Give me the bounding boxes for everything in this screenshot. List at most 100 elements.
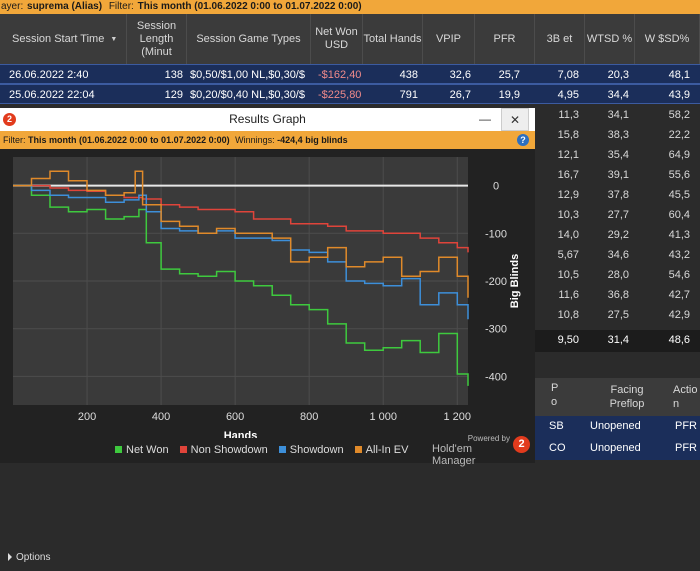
- legend-swatch: [179, 446, 187, 453]
- y-tick-label: -100: [485, 228, 507, 240]
- table-row[interactable]: 15,8 38,3 22,2: [535, 124, 700, 146]
- table-row[interactable]: 5,67 34,6 43,2: [535, 244, 700, 266]
- table-row[interactable]: 11,6 36,8 42,7: [535, 284, 700, 306]
- legend-item-all-in-ev[interactable]: All-In EV: [354, 444, 408, 456]
- legend-item-non-showdown[interactable]: Non Showdown: [179, 444, 268, 456]
- cell-3bet: 4,95: [557, 89, 579, 101]
- table-row[interactable]: 12,9 37,8 45,5: [535, 184, 700, 206]
- col-label: PFR: [493, 32, 516, 45]
- legend-item-showdown[interactable]: Showdown: [278, 444, 344, 456]
- close-button[interactable]: ✕: [501, 108, 529, 131]
- minimize-button[interactable]: —: [479, 112, 491, 126]
- cell-game: $0,20/$0,40 NL,$0,30/$: [190, 89, 305, 101]
- cell-wsd: 43,9: [668, 89, 690, 101]
- col-label: Session Length (Minut: [136, 19, 177, 58]
- col-header-3bet[interactable]: 3B et: [535, 14, 585, 64]
- col-header-session-start[interactable]: Session Start Time ▼: [0, 14, 127, 64]
- options-label: Options: [16, 552, 51, 563]
- cell-wtsd: 34,1: [607, 109, 629, 121]
- cell-wsd: 64,9: [668, 149, 690, 161]
- x-axis-label: Hands: [224, 430, 258, 438]
- table-row[interactable]: SB Unopened PFR: [535, 416, 700, 438]
- cell-hands: 791: [399, 89, 418, 101]
- x-tick-label: 800: [300, 411, 318, 423]
- sessions-table-header: Session Start Time ▼ Session Length (Minu…: [0, 14, 700, 64]
- x-tick-label: 1 000: [369, 411, 397, 423]
- col-header-facing-preflop[interactable]: Facing Preflop: [609, 384, 645, 410]
- x-tick-label: 1 200: [443, 411, 471, 423]
- y-tick-label: -200: [485, 276, 507, 288]
- col-header-total-hands[interactable]: Total Hands: [363, 14, 423, 64]
- col-header-position[interactable]: P o: [551, 382, 559, 408]
- table-row[interactable]: 11,3 34,1 58,2: [535, 104, 700, 126]
- cell-net-won: -$162,40: [318, 69, 362, 81]
- graph-filter-bar: Filter: This month (01.06.2022 0:00 to 0…: [0, 131, 535, 149]
- table-row[interactable]: 25.06.2022 22:04 129 $0,20/$0,40 NL,$0,3…: [0, 84, 700, 104]
- col-header-game-types[interactable]: Session Game Types: [187, 14, 311, 64]
- cell-hands: 438: [399, 69, 418, 81]
- table-row[interactable]: CO Unopened PFR: [535, 438, 700, 460]
- cell-start: 26.06.2022 2:40: [9, 69, 89, 81]
- cell-wsd: 45,5: [668, 189, 690, 201]
- legend-item-net-won[interactable]: Net Won: [115, 444, 169, 456]
- cell-3bet: 10,8: [557, 309, 579, 321]
- cell-length: 129: [164, 89, 183, 101]
- cell-wsd: 41,3: [668, 229, 690, 241]
- col-header-action[interactable]: Actio n: [673, 384, 698, 410]
- top-filter-bar: ayer: suprema (Alias) Filter: This month…: [0, 0, 700, 14]
- cell-wsd: 60,4: [668, 209, 690, 221]
- player-prefix: ayer:: [1, 1, 24, 12]
- col-header-vpip[interactable]: VPIP: [423, 14, 475, 64]
- hm2-branding: Powered by Hold'em Manager 2: [432, 432, 532, 467]
- table-row[interactable]: 16,7 39,1 55,6: [535, 164, 700, 186]
- winnings-value: -424,4 big blinds: [277, 135, 348, 145]
- cell-start: 25.06.2022 22:04: [9, 89, 95, 101]
- cell-wsd: 42,7: [668, 289, 690, 301]
- col-label: Session Start Time: [12, 32, 105, 45]
- cell-net-won: -$225,80: [318, 89, 362, 101]
- col-header-wtsd[interactable]: WTSD %: [585, 14, 635, 64]
- col-label: W $SD%: [644, 32, 690, 45]
- col-label: Session Game Types: [196, 32, 301, 45]
- cell-3bet: 12,1: [557, 149, 579, 161]
- cell-pfr: 25,7: [498, 69, 520, 81]
- x-tick-label: 600: [226, 411, 244, 423]
- graph-title-bar[interactable]: 2 Results Graph — ✕: [0, 108, 535, 131]
- filter-value[interactable]: This month (01.06.2022 0:00 to 01.07.202…: [137, 1, 362, 12]
- graph-filter-value[interactable]: This month (01.06.2022 0:00 to 01.07.202…: [28, 135, 230, 145]
- cell-wtsd: 28,0: [607, 269, 629, 281]
- x-tick-label: 200: [78, 411, 96, 423]
- cell-vpip: 32,6: [449, 69, 471, 81]
- table-row[interactable]: 10,5 28,0 54,6: [535, 264, 700, 286]
- player-name[interactable]: suprema (Alias): [27, 1, 103, 12]
- legend-swatch: [278, 446, 286, 453]
- total-wtsd: 31,4: [607, 334, 629, 346]
- filter-label: Filter:: [108, 1, 134, 12]
- x-tick-label: 400: [152, 411, 170, 423]
- legend-label: Showdown: [289, 444, 344, 456]
- cell-3bet: 11,6: [558, 289, 579, 301]
- cell-3bet: 5,67: [557, 249, 579, 261]
- col-header-session-length[interactable]: Session Length (Minut: [127, 14, 187, 64]
- col-header-wsd[interactable]: W $SD%: [635, 14, 700, 64]
- help-icon[interactable]: ?: [517, 134, 529, 146]
- hands-table-header: P o Facing Preflop Actio n: [535, 378, 700, 416]
- results-graph-window[interactable]: 2 Results Graph — ✕ Filter: This month (…: [0, 108, 535, 563]
- cell-facing: Unopened: [590, 420, 641, 432]
- legend-swatch: [354, 446, 362, 453]
- table-row[interactable]: 26.06.2022 2:40 138 $0,50/$1,00 NL,$0,30…: [0, 64, 700, 84]
- cell-3bet: 10,3: [557, 209, 579, 221]
- results-chart: 200 400 600 800 1 000 1 200 0 -100 -200 -300 -400 H…: [13, 157, 521, 438]
- table-row[interactable]: 14,0 29,2 41,3: [535, 224, 700, 246]
- table-row[interactable]: 10,8 27,5 42,9: [535, 304, 700, 326]
- cell-wsd: 42,9: [668, 309, 690, 321]
- cell-wsd: 54,6: [668, 269, 690, 281]
- col-header-pfr[interactable]: PFR: [475, 14, 535, 64]
- options-button[interactable]: Options: [0, 545, 70, 571]
- cell-3bet: 10,5: [557, 269, 579, 281]
- winnings-label: Winnings:: [235, 135, 275, 145]
- sort-down-icon: ▼: [110, 35, 118, 43]
- col-header-net-won[interactable]: Net Won USD: [311, 14, 363, 64]
- table-row[interactable]: 10,3 27,7 60,4: [535, 204, 700, 226]
- table-row[interactable]: 12,1 35,4 64,9: [535, 144, 700, 166]
